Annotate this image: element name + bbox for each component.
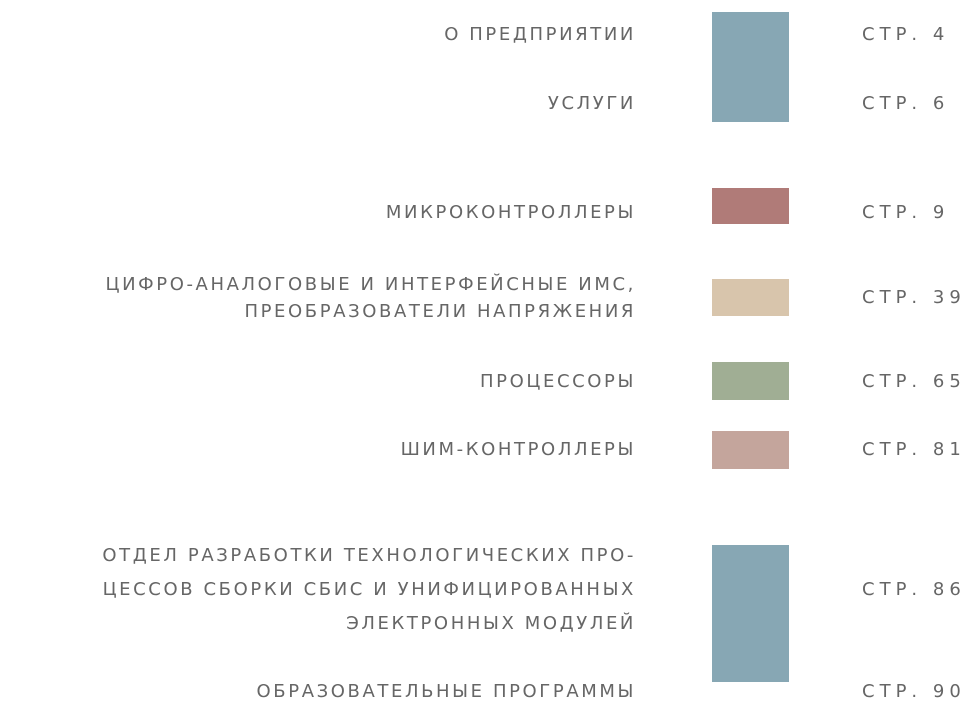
page-ref: СТР. 4	[862, 24, 950, 45]
page-ref: СТР. 86	[862, 579, 966, 600]
entry-title: ОТДЕЛ РАЗРАБОТКИ ТЕХНОЛОГИЧЕСКИХ ПРО-	[102, 545, 636, 566]
entry-title: ПРОЦЕССОРЫ	[480, 371, 636, 392]
color-block	[712, 12, 789, 122]
page-ref: СТР. 90	[862, 681, 966, 702]
page-ref: СТР. 39	[862, 287, 966, 308]
page-ref: СТР. 65	[862, 371, 966, 392]
page-ref: СТР. 6	[862, 93, 950, 114]
color-block	[712, 431, 789, 469]
page-ref: СТР. 81	[862, 439, 966, 460]
entry-title: ЭЛЕКТРОННЫХ МОДУЛЕЙ	[346, 613, 636, 634]
color-block	[712, 279, 789, 316]
color-block	[712, 545, 789, 682]
page-ref: СТР. 9	[862, 202, 950, 223]
entry-title: ОБРАЗОВАТЕЛЬНЫЕ ПРОГРАММЫ	[256, 681, 636, 702]
entry-title: ПРЕОБРАЗОВАТЕЛИ НАПРЯЖЕНИЯ	[244, 301, 636, 322]
color-block	[712, 362, 789, 400]
entry-title: УСЛУГИ	[547, 93, 636, 114]
color-block	[712, 188, 789, 224]
entry-title: О ПРЕДПРИЯТИИ	[444, 24, 636, 45]
entry-title: ЦЕССОВ СБОРКИ СБИС И УНИФИЦИРОВАННЫХ	[102, 579, 636, 600]
entry-title: ЦИФРО-АНАЛОГОВЫЕ И ИНТЕРФЕЙСНЫЕ ИМС,	[105, 274, 636, 295]
entry-title: ШИМ-КОНТРОЛЛЕРЫ	[400, 439, 636, 460]
entry-title: МИКРОКОНТРОЛЛЕРЫ	[385, 202, 636, 223]
